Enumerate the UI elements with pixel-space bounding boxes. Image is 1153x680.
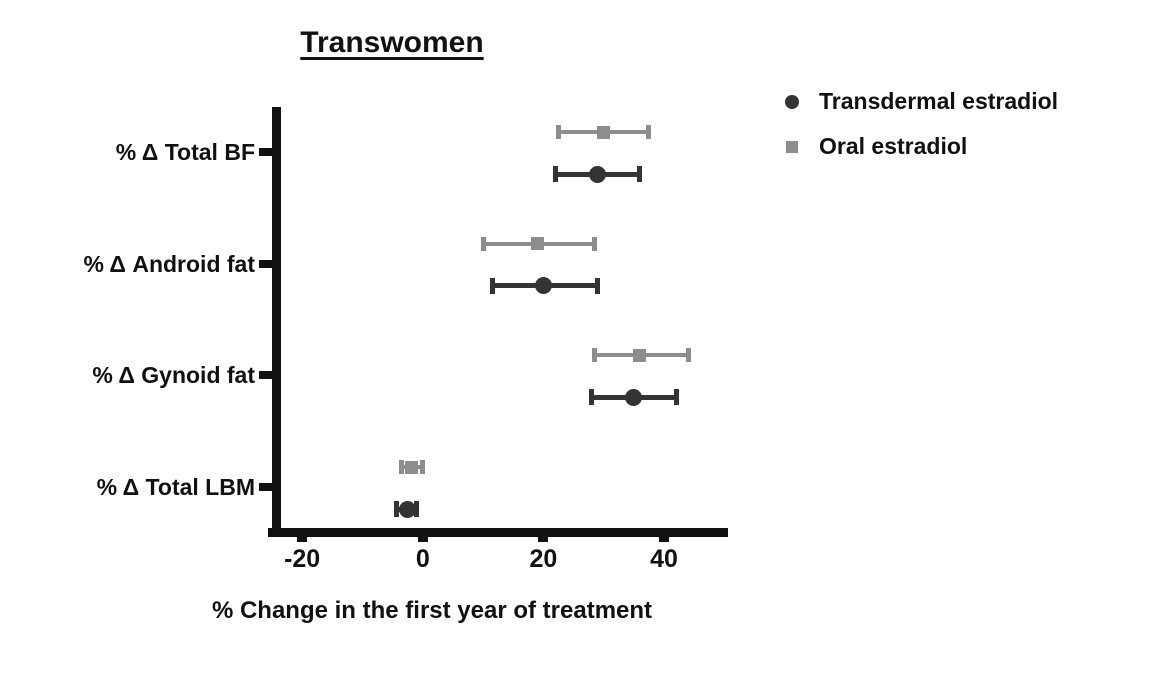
data-marker-circle [589,165,607,183]
error-bar-cap [595,277,601,294]
x-axis-tick-label: -20 [284,545,321,573]
error-bar-cap [592,236,598,251]
x-axis-tick [659,533,670,542]
error-bar-cap [637,166,643,182]
legend-square-marker-icon [786,140,798,153]
legend-circle-marker-icon [785,94,799,109]
error-bar-cap [685,348,691,363]
category-label: % Δ Gynoid fat [92,362,255,389]
legend: Transdermal estradiol Oral estradiol [785,88,1058,178]
y-axis-line [272,107,281,537]
category-label: % Δ Total BF [115,139,255,165]
y-axis-tick [259,483,273,491]
error-bar-cap [480,236,486,251]
x-axis-line [268,528,728,537]
x-axis-tick-label: 40 [650,545,678,573]
y-axis-tick [259,371,273,380]
error-bar-cap [414,501,420,517]
error-bar-cap [489,277,495,294]
data-marker-square [597,125,611,139]
data-marker-square [633,348,647,362]
data-marker-circle [625,388,643,406]
error-bar-cap [589,389,595,406]
category-label: % Δ Total LBM [96,474,255,500]
legend-item-transdermal: Transdermal estradiol [785,88,1058,115]
error-bar-cap [552,166,558,182]
x-axis-tick-label: 20 [529,545,558,573]
x-axis-tick [417,533,428,542]
data-marker-circle [534,277,552,295]
chart-title: Transwomen [300,26,484,59]
legend-item-oral: Oral estradiol [785,133,1058,160]
data-marker-circle [398,500,416,518]
error-bar-cap [398,460,404,474]
y-axis-tick [259,259,273,268]
error-bar-cap [394,501,400,517]
error-bar-cap [646,125,652,139]
y-axis-tick [259,148,273,156]
x-axis-tick-label: 0 [415,545,430,573]
error-bar-cap [420,460,426,474]
x-axis-title: % Change in the first year of treatment [211,597,653,624]
legend-label-transdermal: Transdermal estradiol [819,88,1059,114]
data-marker-square [530,237,544,251]
data-marker-square [405,460,419,474]
error-bar-cap [592,348,598,363]
error-bar-cap [556,125,561,139]
legend-label-oral: Oral estradiol [819,133,968,159]
category-label: % Δ Android fat [83,250,255,277]
error-bar-cap [673,389,679,406]
x-axis-tick [538,533,549,542]
x-axis-tick [297,533,308,542]
